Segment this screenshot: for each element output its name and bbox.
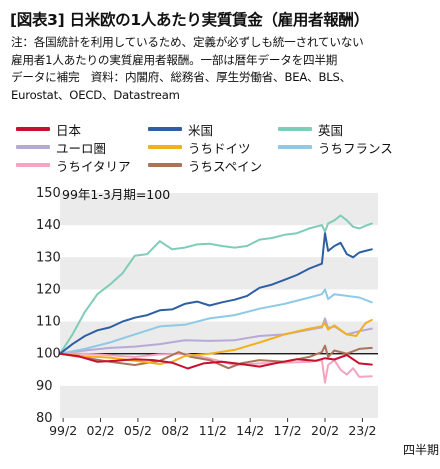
- series-line-0: [59, 352, 373, 370]
- series-line-6: [59, 352, 373, 384]
- grid-band: [60, 257, 378, 290]
- legend-item-germany: うちドイツ: [148, 138, 251, 156]
- x-tick-label: 20/2: [311, 423, 339, 438]
- chart-legend: 日本 米国 英国 ユーロ圏 うちドイツ うちフランス うちイタリア うちスペイン: [16, 120, 436, 176]
- y-axis-ticks: 80 90 100 110 120 130 140 150: [36, 186, 61, 426]
- legend-swatch-eurozone: [16, 145, 50, 149]
- chart-note: 注：各国統計を利用しているため、定義が必ずしも統一されていない 雇用者1人あたり…: [11, 34, 433, 104]
- chart-title: [図表3] 日米欧の1人あたり実質賃金（雇用者報酬）: [10, 11, 369, 29]
- grid-band: [60, 385, 378, 418]
- x-unit-label: 四半期: [403, 443, 439, 457]
- y-tick-label: 100: [36, 347, 61, 362]
- x-tick-label: 02/2: [86, 423, 114, 438]
- grid-bands: [60, 193, 378, 418]
- series-line-4: [59, 319, 373, 365]
- legend-item-italy: うちイタリア: [16, 156, 131, 174]
- y-tick-label: 140: [36, 218, 61, 233]
- line-chart: 80 90 100 110 120 130 140 150 99/2 02/2 05/2 08/2 1…: [36, 186, 439, 457]
- x-tick-label: 99/2: [49, 423, 77, 438]
- legend-label-eurozone: ユーロ圏: [56, 140, 107, 156]
- legend-item-eurozone: ユーロ圏: [16, 138, 106, 156]
- x-tick-label: 11/2: [199, 423, 227, 438]
- legend-swatch-france: [278, 145, 312, 149]
- legend-item-spain: うちスペイン: [148, 156, 262, 174]
- x-tick-label: 05/2: [124, 423, 152, 438]
- legend-label-france: うちフランス: [318, 140, 393, 156]
- legend-swatch-us: [148, 127, 182, 131]
- series-lines: [59, 214, 373, 384]
- note-line-3: データに補完 資料：内閣府、総務省、厚生労働省、BEA、BLS、: [11, 70, 352, 84]
- x-tick-label: 14/2: [236, 423, 264, 438]
- note-line-2: 雇用者1人あたりの実質雇用者報酬。一部は暦年データを四半期: [11, 52, 338, 67]
- legend-swatch-germany: [148, 145, 182, 149]
- note-line-1: 注：各国統計を利用しているため、定義が必ずしも統一されていない: [11, 35, 364, 49]
- series-line-5: [59, 288, 373, 355]
- x-tick-label: 17/2: [274, 423, 302, 438]
- y-tick-label: 90: [36, 379, 53, 394]
- legend-label-spain: うちスペイン: [188, 158, 263, 174]
- series-line-1: [59, 232, 373, 355]
- legend-label-germany: うちドイツ: [188, 140, 251, 156]
- x-tick-label: 08/2: [161, 423, 189, 438]
- legend-swatch-spain: [148, 163, 182, 167]
- legend-item-france: うちフランス: [278, 138, 393, 156]
- legend-item-japan: 日本: [16, 120, 81, 138]
- y-tick-label: 150: [36, 186, 61, 201]
- series-line-7: [59, 344, 373, 370]
- legend-label-us: 米国: [188, 122, 214, 138]
- legend-label-italy: うちイタリア: [56, 158, 131, 174]
- y-tick-label: 120: [36, 282, 61, 297]
- x-tick-label: 23/2: [348, 423, 376, 438]
- series-line-2: [59, 214, 373, 355]
- y-tick-label: 130: [36, 250, 61, 265]
- y-tick-label: 110: [36, 315, 61, 330]
- y-tick-label: 80: [36, 411, 53, 426]
- legend-item-uk: 英国: [278, 120, 343, 138]
- legend-swatch-uk: [278, 127, 312, 131]
- legend-item-us: 米国: [148, 120, 213, 138]
- y-axis-caption: 99年1-3月期=100: [62, 187, 170, 202]
- legend-swatch-japan: [16, 127, 50, 131]
- legend-swatch-italy: [16, 163, 50, 167]
- grid-band: [60, 193, 378, 226]
- x-axis-ticks: 99/2 02/2 05/2 08/2 11/2 14/2 17/2 20/2 23/2: [49, 418, 376, 438]
- note-line-4: Eurostat、OECD、Datastream: [11, 87, 180, 102]
- legend-label-japan: 日本: [56, 122, 82, 138]
- legend-label-uk: 英国: [318, 122, 344, 138]
